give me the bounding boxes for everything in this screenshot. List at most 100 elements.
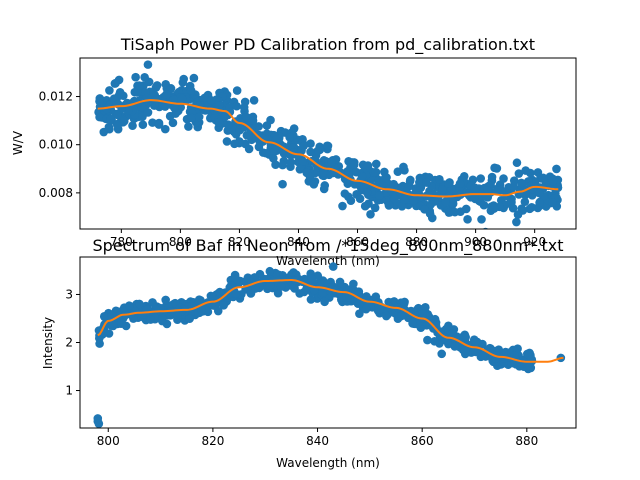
data-point (349, 160, 359, 170)
chart-title: TiSaph Power PD Calibration from pd_cali… (120, 35, 535, 55)
data-point (375, 305, 384, 314)
data-point (249, 96, 259, 105)
data-point (400, 195, 409, 204)
data-point-outlier (94, 419, 104, 428)
data-point (148, 298, 157, 307)
data-point (138, 120, 148, 130)
x-tick-label: 860 (411, 434, 434, 448)
data-point (162, 90, 171, 99)
data-point (380, 173, 390, 183)
data-point (143, 60, 153, 69)
data-point (471, 347, 481, 357)
data-point (231, 275, 241, 284)
data-point (135, 299, 144, 309)
data-point (222, 137, 232, 146)
data-point (327, 157, 336, 167)
chart-title: Spectrum of Baf in Neon from /*15deg_800… (93, 236, 564, 256)
data-point (346, 196, 356, 205)
data-point (512, 158, 522, 168)
y-tick-label: 2 (65, 336, 73, 350)
data-point (338, 201, 347, 211)
data-point (214, 101, 224, 110)
y-tick-label: 0.012 (39, 90, 73, 104)
data-point (266, 115, 275, 125)
data-point (521, 166, 530, 175)
data-point (435, 174, 444, 184)
data-point (206, 291, 216, 301)
data-point (447, 329, 457, 339)
data-point (278, 271, 287, 280)
data-point (265, 266, 275, 276)
data-point (363, 161, 373, 170)
data-point (483, 185, 492, 195)
data-point (352, 167, 361, 177)
data-point (106, 114, 115, 123)
data-point (143, 108, 153, 117)
data-point (278, 160, 287, 170)
data-point (100, 312, 109, 322)
data-point (393, 167, 403, 177)
x-tick-label: 880 (515, 434, 538, 448)
data-point (134, 81, 144, 90)
y-axis: 0.008 0.010 0.012 (39, 90, 80, 200)
data-point (95, 96, 104, 106)
data-point (461, 333, 470, 342)
data-point (113, 110, 122, 120)
data-point (397, 201, 407, 211)
data-point (370, 203, 380, 213)
data-point (269, 153, 278, 163)
data-point (420, 205, 429, 214)
data-point (360, 201, 370, 211)
data-point (517, 178, 526, 188)
data-point (124, 106, 133, 115)
data-point (366, 210, 375, 219)
data-point (173, 311, 182, 321)
data-point (265, 280, 275, 290)
data-point (362, 292, 371, 301)
data-point (520, 190, 530, 200)
data-point (309, 180, 319, 189)
data-point-outlier (355, 309, 364, 318)
data-point (463, 215, 472, 224)
data-point (112, 120, 122, 129)
data-point (320, 297, 329, 307)
data-point (187, 113, 197, 123)
data-point (409, 196, 419, 205)
data-point (470, 338, 480, 347)
scatter-series (94, 60, 563, 229)
data-point (384, 201, 394, 210)
data-point (298, 156, 308, 166)
data-point (390, 194, 399, 203)
y-axis: 1 2 3 (65, 287, 80, 398)
x-tick-label: 900 (464, 235, 487, 249)
data-point (146, 315, 155, 324)
x-tick-label: 920 (523, 235, 546, 249)
data-point (244, 144, 254, 154)
x-tick-label: 860 (346, 235, 369, 249)
data-point (345, 293, 354, 303)
data-point (450, 342, 460, 351)
data-point (194, 112, 204, 122)
data-point (214, 117, 224, 127)
data-point (154, 120, 164, 129)
spectrum-chart: Spectrum of Baf in Neon from /*15deg_800… (41, 236, 577, 470)
x-tick-label: 780 (110, 235, 133, 249)
data-point (552, 164, 561, 174)
y-tick-label: 1 (65, 384, 73, 398)
y-axis-label: W/V (11, 130, 25, 155)
data-point (487, 172, 497, 182)
data-point (110, 79, 120, 88)
data-point (525, 362, 535, 371)
data-point (441, 197, 450, 207)
data-point (157, 314, 167, 324)
data-point (168, 118, 178, 128)
data-point (455, 179, 465, 188)
data-point (371, 159, 381, 169)
data-point (132, 88, 142, 97)
data-point (355, 194, 365, 203)
data-point (302, 284, 311, 294)
data-point (276, 282, 286, 291)
data-point (510, 351, 520, 360)
data-point (535, 198, 544, 207)
